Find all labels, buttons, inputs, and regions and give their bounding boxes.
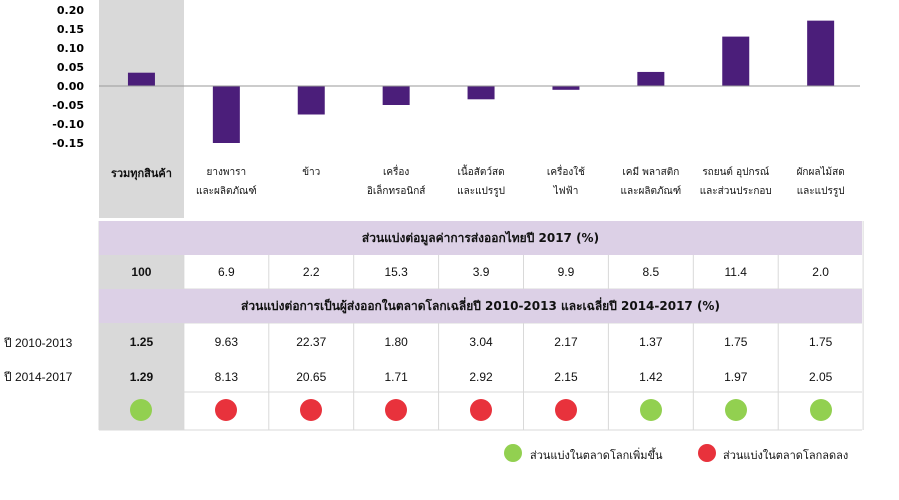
trend-up-dot (639, 399, 662, 421)
trend-down-dot (300, 399, 323, 421)
y-tick-label: 0.20 (57, 4, 84, 17)
world-share-2010-cell: 1.25 (129, 335, 154, 349)
share-cell: 6.9 (217, 265, 235, 279)
trend-down-dot (215, 399, 238, 421)
category-label: ข้าว (302, 167, 321, 178)
share-cell: 3.9 (472, 265, 490, 279)
category-label: รวมทุกสินค้า (110, 167, 172, 180)
first-column-cell (99, 255, 184, 289)
row-label-2014-2017: ปี 2014-2017 (4, 370, 73, 384)
category-label: เคมี พลาสติก และผลิตภัณฑ์ (620, 167, 682, 197)
world-share-2014-cell: 1.29 (129, 370, 154, 384)
world-share-2014-cell: 1.42 (639, 370, 663, 384)
y-tick-label: -0.10 (52, 118, 84, 131)
world-share-2010-cell: 3.04 (469, 335, 493, 349)
share-cell: 100 (131, 265, 152, 279)
bar (722, 36, 750, 86)
world-share-2014-cell: 2.05 (808, 370, 833, 384)
trend-up-dot (809, 399, 832, 421)
legend-down-label: ส่วนแบ่งในตลาดโลกลดลง (723, 449, 849, 462)
bar (382, 86, 410, 105)
y-tick-label: -0.05 (52, 99, 84, 112)
y-tick-label: -0.15 (52, 137, 84, 150)
bar (297, 86, 325, 115)
world-share-2010-cell: 1.75 (724, 335, 748, 349)
row-label-2010-2013: ปี 2010-2013 (4, 336, 73, 350)
world-share-2010-cell: 2.17 (554, 335, 578, 349)
category-label: เครื่อง อิเล็กทรอนิกส์ (366, 167, 426, 197)
world-share-2010-cell: 22.37 (296, 335, 327, 349)
share-cell: 8.5 (642, 265, 660, 279)
bar (212, 86, 240, 143)
share-cell: 11.4 (724, 265, 747, 279)
legend-up-label: ส่วนแบ่งในตลาดโลกเพิ่มขึ้น (530, 449, 663, 462)
first-column-cell (99, 323, 184, 392)
world-share-2014-cell: 1.71 (384, 370, 408, 384)
y-tick-label: 0.00 (57, 80, 84, 93)
share-cell: 2.2 (302, 265, 320, 279)
world-share-2010-cell: 1.75 (808, 335, 833, 349)
world-share-2014-cell: 1.97 (724, 370, 748, 384)
bar (637, 71, 665, 86)
category-label: ผักผลไม้สด และแปรรูป (796, 167, 845, 197)
highlight-column (99, 0, 184, 218)
trend-down-dot (554, 399, 577, 421)
share-cell: 2.0 (812, 265, 829, 279)
category-label: ยางพารา และผลิตภัณฑ์ (196, 167, 257, 197)
bar (807, 20, 835, 86)
category-label: เครื่องใช้ ไฟฟ้า (546, 167, 585, 197)
world-share-2010-cell: 1.37 (639, 335, 663, 349)
legend-down-dot (698, 444, 716, 462)
share-cell: 9.9 (557, 265, 575, 279)
legend-up-dot (504, 444, 522, 462)
world-share-2014-cell: 8.13 (214, 370, 239, 384)
table-header-export-share: ส่วนแบ่งต่อมูลค่าการส่งออกไทยปี 2017 (%) (99, 221, 862, 255)
trend-up-dot (130, 399, 153, 421)
trend-down-dot (470, 399, 493, 421)
category-label: เนื้อสัตว์สด และแปรรูป (457, 167, 505, 197)
y-tick-label: 0.15 (57, 23, 84, 36)
bar (552, 86, 580, 90)
table-header-world-share: ส่วนแบ่งต่อการเป็นผู้ส่งออกในตลาดโลกเฉลี… (99, 289, 862, 323)
bar (127, 72, 155, 86)
y-tick-label: 0.10 (57, 42, 84, 55)
trend-up-dot (724, 399, 747, 421)
world-share-2014-cell: 2.15 (554, 370, 578, 384)
trend-down-dot (385, 399, 408, 421)
world-share-2014-cell: 2.92 (469, 370, 493, 384)
category-label: รถยนต์ อุปกรณ์ และส่วนประกอบ (699, 167, 772, 197)
share-cell: 15.3 (384, 265, 408, 279)
world-share-2014-cell: 20.65 (296, 370, 327, 384)
world-share-2010-cell: 1.80 (384, 335, 408, 349)
world-share-2010-cell: 9.63 (214, 335, 239, 349)
y-tick-label: 0.05 (57, 61, 84, 74)
bar (467, 86, 495, 100)
